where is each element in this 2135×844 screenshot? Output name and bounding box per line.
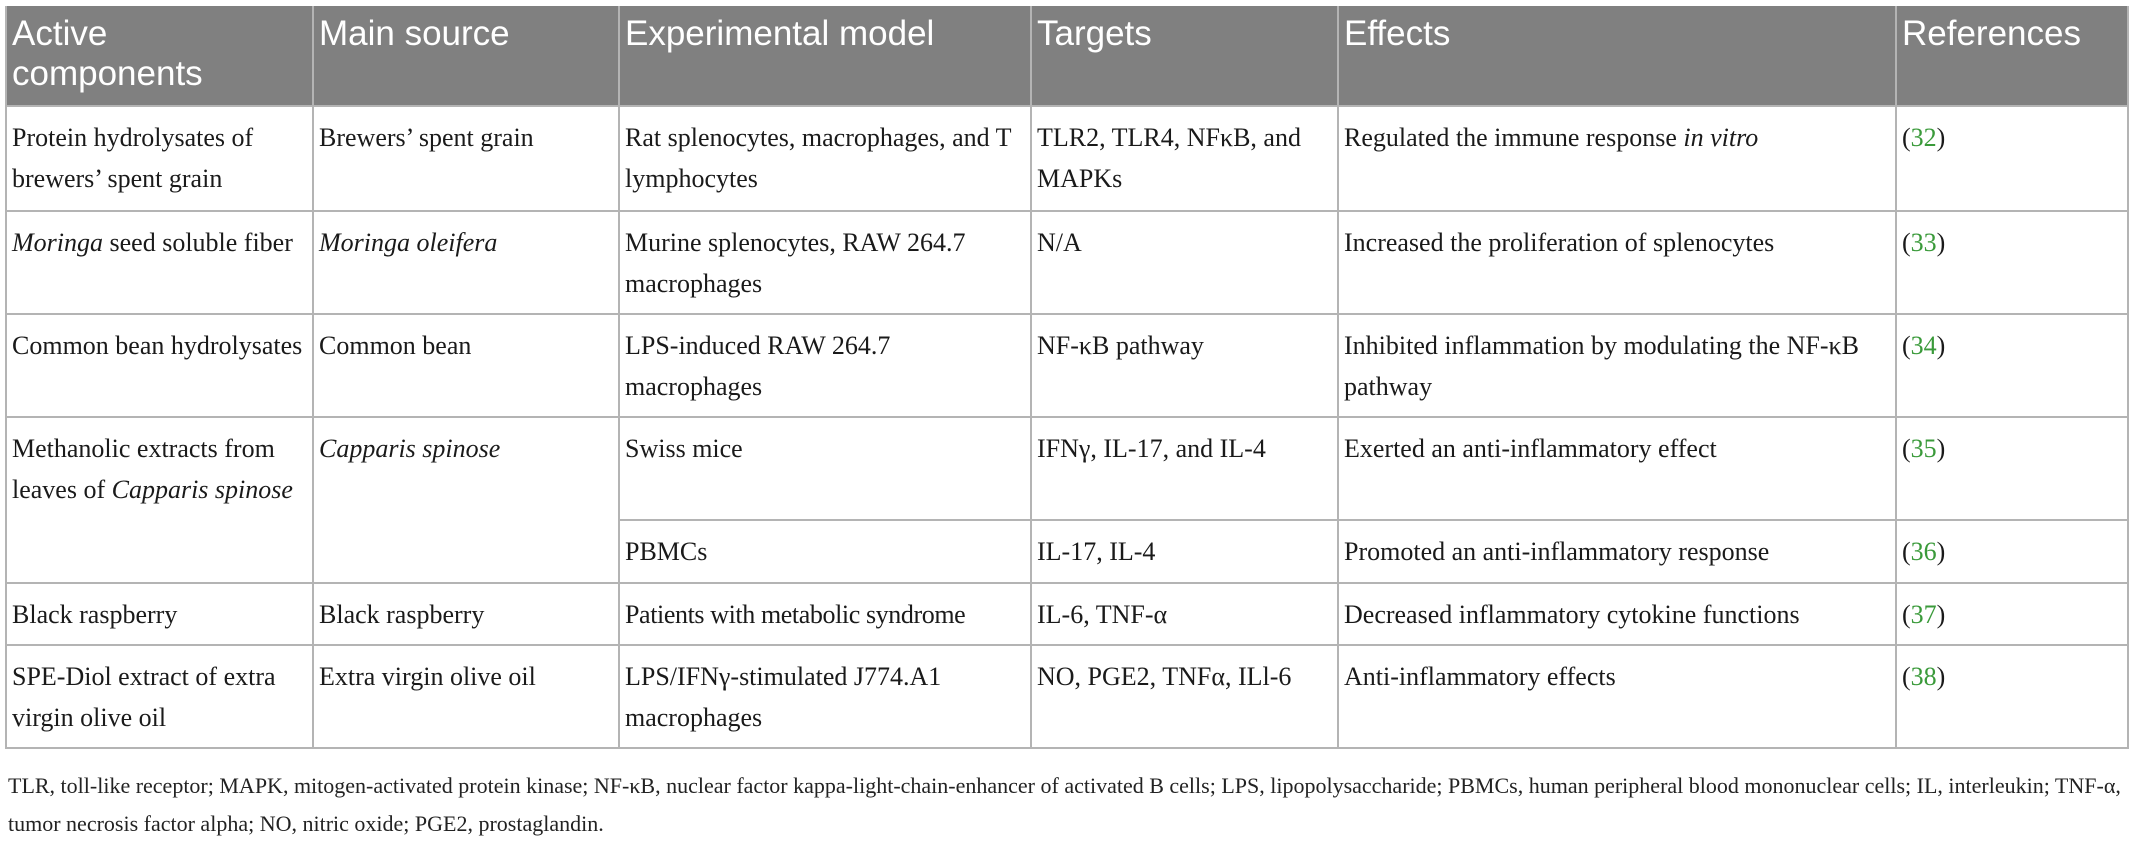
table-row: Methanolic extracts from leaves of Cappa…: [5, 416, 2129, 584]
cell-main-source: Black raspberry: [312, 582, 620, 646]
cell-targets: N/A: [1030, 210, 1339, 315]
cell-reference: (35): [1895, 416, 2129, 521]
cell-main-source: Brewers’ spent grain: [312, 105, 620, 212]
cell-effects: Inhibited inflammation by modulating the…: [1337, 313, 1897, 418]
reference-link[interactable]: 34: [1910, 331, 1937, 360]
cell-reference: (32): [1895, 105, 2129, 212]
table-row: Common bean hydrolysates Common bean LPS…: [5, 313, 2129, 418]
cell-reference: (36): [1895, 519, 2129, 584]
cell-effects: Anti-inflammatory effects: [1337, 644, 1897, 749]
cell-active-component: Protein hydrolysates of brewers’ spent g…: [5, 105, 314, 212]
reference-link[interactable]: 35: [1910, 434, 1937, 463]
cell-reference: (33): [1895, 210, 2129, 315]
cell-reference: (34): [1895, 313, 2129, 418]
reference-link[interactable]: 36: [1910, 537, 1937, 566]
reference-link[interactable]: 32: [1910, 123, 1937, 152]
header-main-source: Main source: [312, 6, 620, 106]
cell-experimental-model: LPS/IFNγ-stimulated J774.A1 macrophages: [618, 644, 1032, 749]
cell-targets: IFNγ, IL-17, and IL-4: [1030, 416, 1339, 521]
header-experimental-model: Experimental model: [618, 6, 1032, 106]
cell-experimental-model: PBMCs: [618, 519, 1032, 584]
cell-reference: (38): [1895, 644, 2129, 749]
header-effects: Effects: [1337, 6, 1897, 106]
cell-effects: Promoted an anti-inflammatory response: [1337, 519, 1897, 584]
cell-effects: Decreased inflammatory cytokine function…: [1337, 582, 1897, 646]
reference-link[interactable]: 38: [1910, 662, 1937, 691]
header-references: References: [1895, 6, 2129, 106]
reference-link[interactable]: 37: [1910, 600, 1937, 629]
cell-targets: NF-κB pathway: [1030, 313, 1339, 418]
cell-experimental-model: Swiss mice: [618, 416, 1032, 521]
header-row: Active components Main source Experiment…: [5, 6, 2129, 106]
table-row: Moringa seed soluble fiber Moringa oleif…: [5, 210, 2129, 315]
cell-experimental-model: Murine splenocytes, RAW 264.7 macrophage…: [618, 210, 1032, 315]
cell-targets: NO, PGE2, TNFα, ILl-6: [1030, 644, 1339, 749]
cell-active-component: Methanolic extracts from leaves of Cappa…: [5, 416, 314, 584]
cell-active-component: Common bean hydrolysates: [5, 313, 314, 418]
cell-main-source: Extra virgin olive oil: [312, 644, 620, 749]
table-row: SPE-Diol extract of extra virgin olive o…: [5, 644, 2129, 749]
cell-active-component: Moringa seed soluble fiber: [5, 210, 314, 315]
cell-targets: IL-17, IL-4: [1030, 519, 1339, 584]
cell-active-component: SPE-Diol extract of extra virgin olive o…: [5, 644, 314, 749]
table-footnote: TLR, toll-like receptor; MAPK, mitogen-a…: [8, 773, 2121, 836]
header-active-components: Active components: [5, 6, 314, 106]
cell-reference: (37): [1895, 582, 2129, 646]
cell-effects: Increased the proliferation of splenocyt…: [1337, 210, 1897, 315]
cell-active-component: Black raspberry: [5, 582, 314, 646]
table-row: Black raspberry Black raspberry Patients…: [5, 582, 2129, 646]
cell-experimental-model: LPS-induced RAW 264.7 macrophages: [618, 313, 1032, 418]
cell-main-source: Common bean: [312, 313, 620, 418]
cell-main-source: Moringa oleifera: [312, 210, 620, 315]
cell-effects: Exerted an anti-inflammatory effect: [1337, 416, 1897, 521]
data-table: Active components Main source Experiment…: [5, 6, 2129, 749]
table-row: Protein hydrolysates of brewers’ spent g…: [5, 105, 2129, 212]
cell-experimental-model: Patients with metabolic syndrome: [618, 582, 1032, 646]
cell-main-source: Capparis spinose: [312, 416, 620, 584]
header-targets: Targets: [1030, 6, 1339, 106]
table-row: PBMCs IL-17, IL-4 Promoted an anti-infla…: [6, 519, 2129, 584]
reference-link[interactable]: 33: [1910, 228, 1937, 257]
cell-targets: TLR2, TLR4, NFκB, and MAPKs: [1030, 105, 1339, 212]
cell-experimental-model: Rat splenocytes, macrophages, and T lymp…: [618, 105, 1032, 212]
cell-effects: Regulated the immune response in vitro: [1337, 105, 1897, 212]
cell-targets: IL-6, TNF-α: [1030, 582, 1339, 646]
